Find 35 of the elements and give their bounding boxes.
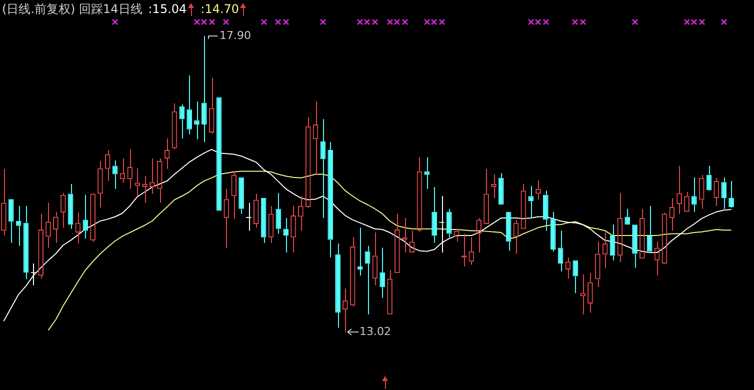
- candlestick: [572, 260, 578, 294]
- candlestick: [558, 230, 564, 272]
- candlestick: [186, 74, 192, 135]
- annotation: 13.02: [360, 324, 391, 338]
- text: :14.70: [200, 2, 240, 16]
- candlestick: [238, 177, 244, 214]
- candlestick: [380, 247, 386, 299]
- candlestick: [335, 242, 340, 328]
- annotation: 17.90: [220, 28, 251, 42]
- candlestick: [446, 208, 452, 238]
- candlestick: [646, 205, 652, 254]
- candlestick: [276, 192, 282, 234]
- candlestick: [82, 194, 88, 240]
- candlestick: [550, 211, 556, 252]
- candlestick: [632, 224, 638, 268]
- candlestick: [610, 224, 616, 261]
- candlestick: [260, 198, 266, 244]
- candlestick: [498, 172, 504, 205]
- candlestick: [721, 176, 727, 210]
- candlestick: [528, 185, 534, 218]
- candlestick: [68, 184, 74, 230]
- text: :15.04: [148, 2, 187, 16]
- chart-title: (日线.前复权) 回踩14日线: [2, 2, 142, 16]
- candlestick: [624, 208, 630, 225]
- candlestick: [8, 199, 14, 244]
- candlestick: [16, 205, 22, 246]
- candlestick: [424, 156, 430, 190]
- candlestick: [328, 142, 334, 258]
- candlestick: [179, 104, 185, 140]
- candlestick: [194, 101, 200, 140]
- candlestick: [201, 36, 207, 143]
- candlestick: [728, 180, 734, 208]
- candlestick: [543, 190, 548, 232]
- candlestick: [432, 186, 437, 244]
- candlestick: [112, 160, 118, 190]
